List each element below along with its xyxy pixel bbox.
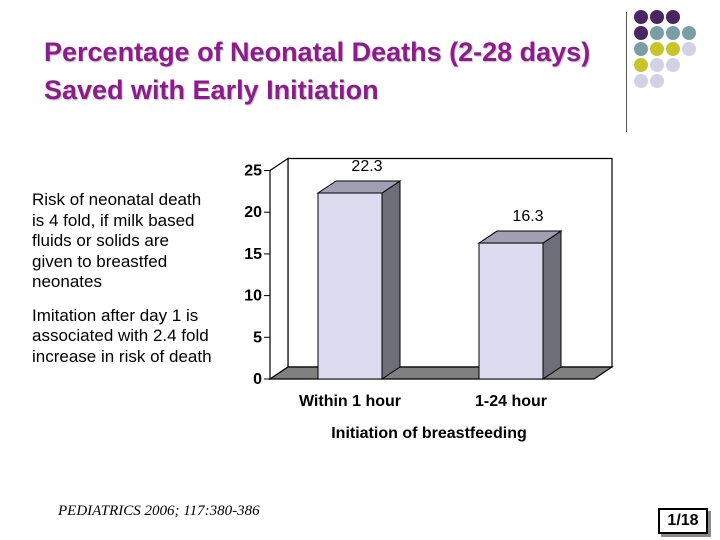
decorative-dot — [682, 26, 696, 40]
decorative-dot — [666, 26, 680, 40]
category-label: Within 1 hour — [299, 393, 401, 410]
decorative-dot — [634, 26, 648, 40]
y-tick-label: 15 — [244, 246, 262, 263]
data-label: 16.3 — [512, 208, 543, 225]
y-tick-label: 5 — [253, 329, 262, 346]
decorative-dot — [682, 42, 696, 56]
bar — [478, 242, 544, 380]
bullet-list: Risk of neonatal death is 4 fold, if mil… — [32, 190, 212, 380]
bar — [317, 192, 383, 380]
decorative-dot — [634, 58, 648, 72]
decorative-dot — [666, 10, 680, 24]
bullet-item: Risk of neonatal death is 4 fold, if mil… — [32, 190, 202, 291]
decorative-dot — [650, 42, 664, 56]
page-number: 1/18 — [658, 508, 708, 534]
title-divider — [626, 12, 627, 132]
slide-title: Percentage of Neonatal Deaths (2-28 days… — [44, 37, 591, 105]
decorative-dot — [634, 42, 648, 56]
bar-side — [381, 180, 401, 380]
decorative-dot — [650, 58, 664, 72]
chart-side-wall — [269, 157, 289, 381]
bar-side — [542, 230, 562, 380]
decorative-dot — [666, 42, 680, 56]
y-tick-label: 0 — [253, 371, 262, 388]
citation: PEDIATRICS 2006; 117:380-386 — [58, 503, 260, 519]
y-tick-label: 10 — [244, 288, 262, 305]
decorative-dot — [666, 58, 680, 72]
decorative-dot — [650, 74, 664, 88]
bullet-item: Imitation after day 1 is associated with… — [32, 305, 212, 366]
data-label: 22.3 — [351, 158, 382, 175]
x-axis-title: Initiation of breastfeeding — [331, 425, 527, 442]
category-label: 1-24 hour — [475, 393, 547, 410]
decorative-dot — [634, 10, 648, 24]
y-tick-label: 25 — [244, 163, 262, 180]
decorative-dot — [634, 74, 648, 88]
decorative-dot — [650, 10, 664, 24]
y-tick-label: 20 — [244, 204, 262, 221]
decorative-dot — [650, 26, 664, 40]
